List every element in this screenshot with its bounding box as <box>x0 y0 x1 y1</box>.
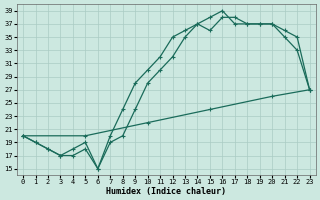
X-axis label: Humidex (Indice chaleur): Humidex (Indice chaleur) <box>106 187 226 196</box>
